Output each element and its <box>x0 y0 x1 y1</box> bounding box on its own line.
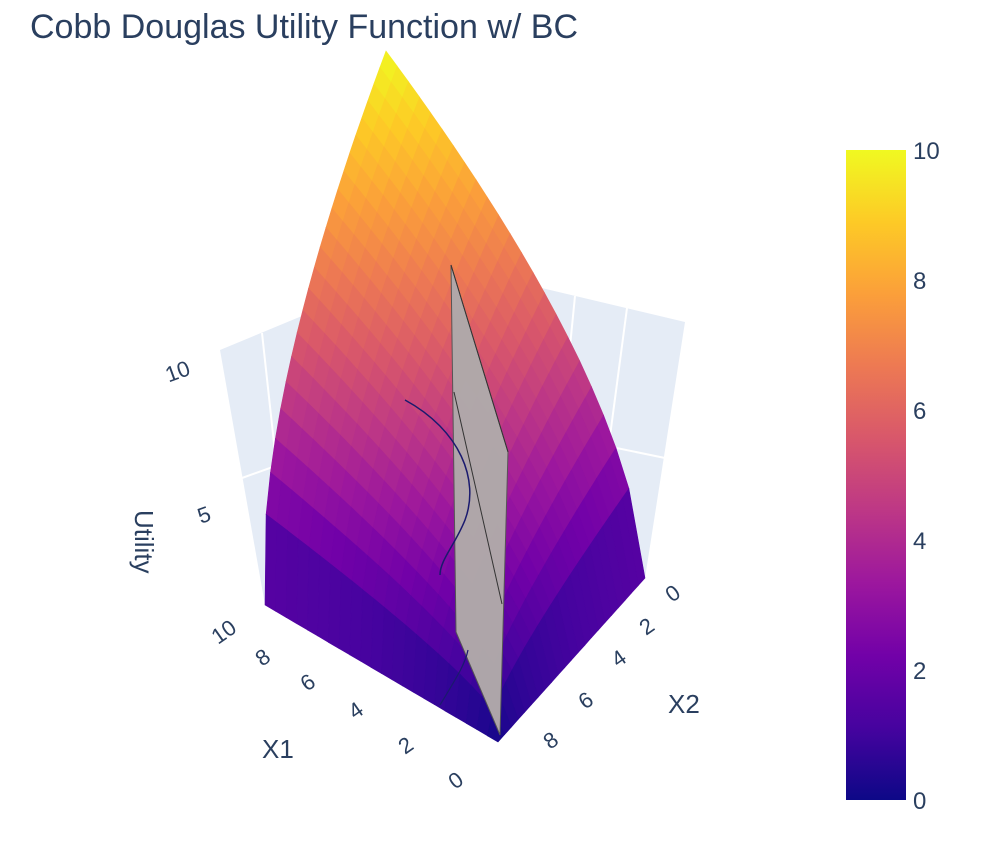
x1-tick-10: 10 <box>207 615 241 650</box>
colorbar-ticks: 0 2 4 6 8 10 <box>913 138 940 815</box>
x2-tick-2: 2 <box>635 613 659 641</box>
z-tick-5: 5 <box>194 501 214 529</box>
colorbar-tick-6: 6 <box>913 398 926 425</box>
x1-tick-8: 8 <box>251 644 275 672</box>
z-axis-title: Utility <box>129 510 159 574</box>
utility-contour-curve <box>439 649 469 706</box>
budget-plane-inner-line <box>453 391 503 605</box>
budget-intersection-curve <box>404 399 471 576</box>
x1-tick-4: 4 <box>344 697 368 725</box>
surface-tile <box>307 546 321 637</box>
x2-tick-0: 0 <box>661 580 685 608</box>
x1-tick-0: 0 <box>444 767 468 795</box>
x2-tick-6: 6 <box>574 687 598 715</box>
surface-tile <box>296 538 310 631</box>
colorbar-tick-8: 8 <box>913 268 926 295</box>
colorbar-tick-10: 10 <box>913 138 940 165</box>
x1-tick-6: 6 <box>296 669 320 697</box>
x2-axis-title: X2 <box>668 689 700 719</box>
x1-axis-title: X1 <box>262 734 294 764</box>
colorbar-tick-4: 4 <box>913 528 926 555</box>
x2-tick-4: 4 <box>607 645 631 673</box>
chart-title: Cobb Douglas Utility Function w/ BC <box>30 8 579 46</box>
x2-tick-8: 8 <box>539 727 563 755</box>
surface-tile <box>285 530 299 625</box>
x1-tick-2: 2 <box>394 732 418 760</box>
colorbar-tick-0: 0 <box>913 788 926 815</box>
z-tick-10: 10 <box>162 355 194 387</box>
colorbar[interactable] <box>846 150 906 800</box>
surface-tile <box>275 521 288 619</box>
colorbar-tick-2: 2 <box>913 658 926 685</box>
budget-plane-edge <box>450 264 509 453</box>
surface-tile <box>264 513 278 612</box>
